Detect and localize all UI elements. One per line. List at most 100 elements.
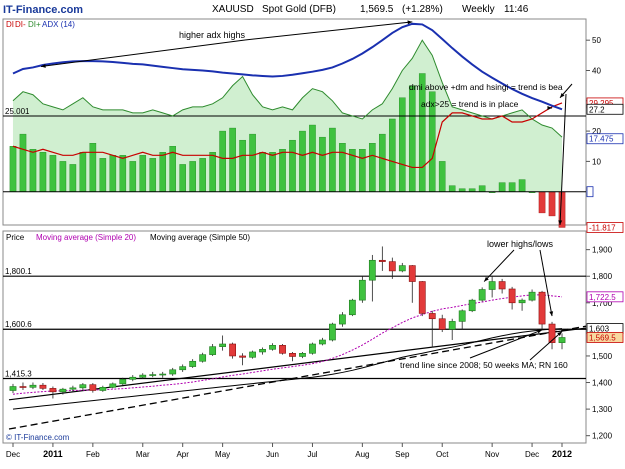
footer-brand: © IT-Finance.com (6, 433, 70, 442)
dmi-histogram-bar (79, 152, 87, 192)
timeframe-label: Weekly (462, 4, 495, 15)
dmi-histogram-bar (59, 161, 67, 192)
annotation-lower-highs: lower highs/lows (487, 239, 554, 249)
candle-body (59, 388, 67, 393)
dmi-histogram-bar (69, 164, 77, 192)
dmi-histogram-bar (49, 155, 57, 192)
arrow-trend-2 (529, 331, 563, 361)
dmi-histogram-bar (159, 152, 167, 192)
legend-di-minus: DI- (15, 20, 26, 29)
price-hline-label: 1,600.6 (5, 320, 32, 329)
arrow-trend-2-head (557, 331, 563, 337)
candle-body (418, 281, 426, 314)
arrow-trend-1 (469, 329, 543, 359)
indicator-value-label: 27.2 (589, 105, 605, 114)
candle-body (279, 345, 286, 354)
candle-body (269, 345, 276, 350)
candle-body (378, 259, 386, 262)
adx-line (12, 22, 563, 111)
di-minus-line (12, 102, 563, 169)
arrow-lower-high-2-head (549, 311, 554, 317)
price-value-box (586, 332, 624, 343)
arrow-lower-high-1-head (484, 276, 489, 282)
ma50-line (12, 328, 563, 410)
dmi-histogram-bar (369, 143, 376, 192)
candle-body (458, 310, 466, 322)
candle-body (368, 259, 376, 281)
candle-body (518, 299, 526, 304)
dmi-histogram-bar (119, 155, 127, 192)
dmi-histogram-bar (249, 133, 256, 192)
candle-body (358, 279, 366, 301)
dmi-histogram-bar (438, 161, 446, 192)
dmi-histogram-bar (9, 146, 17, 192)
candle-body (538, 291, 546, 325)
indicator-value-box (586, 133, 624, 145)
candle-body (79, 384, 87, 389)
candle-body (488, 281, 496, 290)
annotations: higher adx highs dmi above +dm and hsing… (40, 20, 573, 370)
candle-body (319, 339, 326, 345)
x-tick-label: Feb (86, 450, 100, 459)
x-tick-label: Dec (6, 450, 20, 459)
legend-ma20: Moving average (Simple 20) (36, 233, 136, 242)
candle-body (309, 343, 316, 354)
arrow-lower-high-2 (539, 249, 553, 317)
legend-di-plus: DI+ (28, 20, 41, 29)
dmi-histogram-bar (129, 161, 137, 192)
price-y-tick-label: 1,400 (592, 379, 613, 388)
dmi-histogram-bar (39, 152, 47, 192)
candle-body (119, 379, 127, 385)
x-tick-label: Dec (525, 450, 539, 459)
legend-di: DI (6, 20, 14, 29)
dmi-histogram-bar (189, 161, 196, 192)
annotation-dmi-above: dmi above +dm and hsingi = trend is bea (409, 82, 563, 92)
candle-body (249, 351, 256, 358)
candle-body (438, 318, 446, 330)
candle-body (508, 288, 516, 304)
dmi-histogram-bar (29, 149, 37, 192)
candle-body (169, 369, 177, 375)
dmi-histogram-bar (319, 136, 326, 192)
candle-body (29, 384, 37, 388)
candle-body (9, 386, 17, 391)
indicator-hline-label: 25.001 (5, 107, 30, 116)
candle-body (199, 354, 207, 362)
legend-price: Price (6, 233, 25, 242)
dmi-histogram-bar (279, 149, 286, 192)
candle-body (239, 355, 246, 358)
candle-body (89, 384, 97, 391)
candle-body (219, 343, 227, 347)
dmi-histogram-bar (149, 158, 157, 192)
trend-line-dashed (8, 325, 587, 430)
annotation-adx-25: adx>25 = trend is in place (421, 99, 519, 109)
candle-body (229, 343, 236, 357)
price-y-tick-label: 1,200 (592, 432, 613, 441)
indicator-value-label: 17.475 (589, 135, 614, 144)
time-label: 11:46 (504, 4, 529, 15)
candle-body (558, 337, 566, 343)
dmi-histogram-bar (89, 143, 97, 192)
x-tick-label: Mar (136, 450, 150, 459)
dmi-histogram-bar (219, 130, 226, 192)
dmi-histogram-bar (508, 182, 516, 192)
candle-body (428, 313, 436, 320)
candle-body (129, 376, 137, 380)
x-tick-label: Jul (307, 450, 317, 459)
candle-body (69, 387, 77, 390)
x-tick-label: 2011 (43, 449, 63, 459)
dmi-histogram-bar (448, 185, 456, 192)
arrow-adx-25-head (547, 106, 553, 110)
candle-body (388, 261, 396, 272)
candle-body (348, 299, 356, 316)
price-panel (2, 230, 587, 444)
candle-body (189, 360, 197, 367)
dmi-histogram-bar (359, 149, 366, 192)
dmi-histogram-bar (239, 139, 246, 192)
candle-body (49, 388, 57, 393)
indicator-y-tick-label: 50 (592, 36, 601, 45)
arrow-adx-low (40, 39, 246, 68)
symbol-label: XAUUSD (212, 4, 254, 15)
candle-body (468, 299, 476, 312)
candle-body (478, 289, 486, 301)
